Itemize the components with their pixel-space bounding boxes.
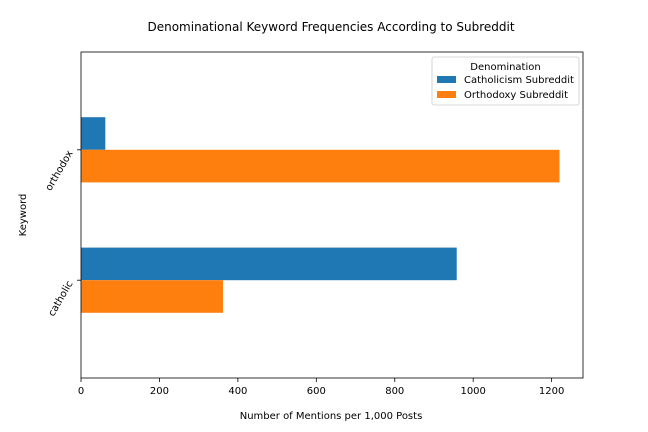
bar-orthodox-catholicism — [81, 117, 106, 150]
y-axis-label: Keyword — [18, 194, 29, 237]
legend-swatch-orthodoxy — [437, 91, 456, 98]
bar-catholic-orthodoxy — [81, 280, 223, 313]
y-axis: catholic orthodox — [44, 149, 81, 319]
bar-catholic-catholicism — [81, 247, 457, 281]
x-tick-label: 400 — [228, 386, 247, 397]
legend-label-catholicism: Catholicism Subreddit — [464, 75, 574, 86]
legend-frame — [431, 56, 580, 106]
legend-title: Denomination — [470, 62, 540, 73]
x-tick-label: 800 — [385, 386, 404, 397]
y-tick-label-catholic: catholic — [47, 279, 76, 318]
chart-title: Denominational Keyword Frequencies Accor… — [147, 20, 514, 34]
x-tick-label: 600 — [307, 386, 326, 397]
legend-swatch-catholicism — [437, 76, 456, 83]
plot-frame — [80, 51, 584, 379]
x-tick-label: 1200 — [539, 386, 564, 397]
x-tick-label: 0 — [78, 386, 84, 397]
y-tick-label-orthodox: orthodox — [44, 149, 76, 193]
bar-orthodox-orthodoxy — [81, 149, 560, 183]
x-tick-label: 200 — [150, 386, 169, 397]
legend-label-orthodoxy: Orthodoxy Subreddit — [464, 90, 568, 101]
x-axis-label: Number of Mentions per 1,000 Posts — [240, 411, 423, 422]
x-tick-label: 1000 — [460, 386, 485, 397]
bars-group — [81, 117, 560, 313]
x-axis: 0 200 400 600 800 1000 1200 — [78, 378, 564, 397]
legend: Denomination Catholicism Subreddit Ortho… — [431, 56, 580, 106]
plot-area — [81, 52, 583, 378]
